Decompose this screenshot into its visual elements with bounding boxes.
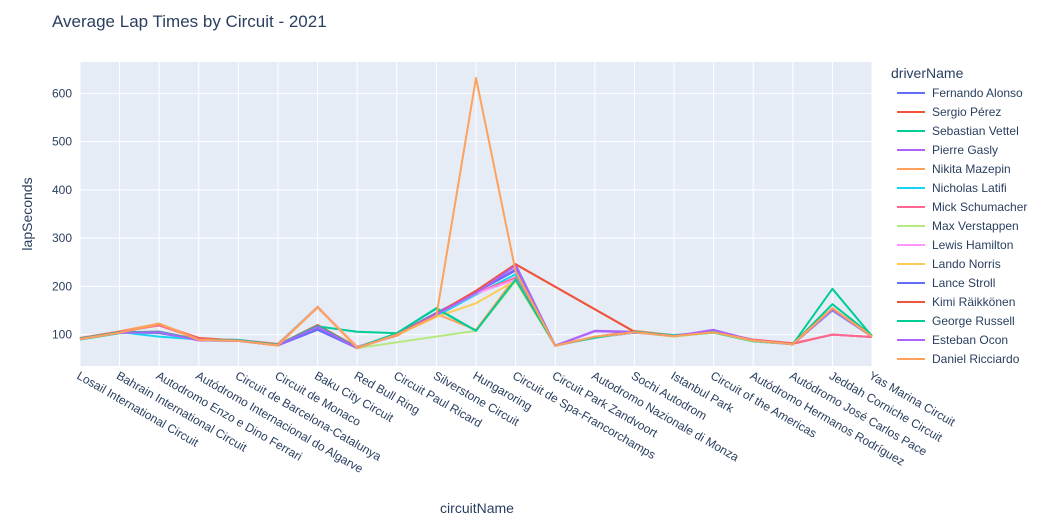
chart-title: Average Lap Times by Circuit - 2021 <box>52 12 327 31</box>
legend-entry: Max Verstappen <box>932 219 1019 233</box>
series-lines <box>79 76 873 350</box>
legend-entry: Esteban Ocon <box>932 333 1008 347</box>
y-tick-label: 600 <box>52 86 72 100</box>
x-gridlines <box>79 62 873 366</box>
legend-entry: Nikita Mazepin <box>932 162 1011 176</box>
y-tick-labels: 100 200 300 400 500 600 <box>52 86 72 341</box>
legend-entry: George Russell <box>932 314 1015 328</box>
legend-entry: Lewis Hamilton <box>932 238 1013 252</box>
legend-entry: Fernando Alonso <box>932 86 1023 100</box>
y-tick-label: 100 <box>52 328 72 342</box>
y-axis-title: lapSeconds <box>19 177 35 250</box>
legend: driverName Fernando Alonso Sergio Pérez Se… <box>891 65 1027 366</box>
legend-entry: Nicholas Latifi <box>932 181 1007 195</box>
legend-entry: Mick Schumacher <box>932 200 1027 214</box>
legend-entry: Pierre Gasly <box>932 143 998 157</box>
legend-entry: Sergio Pérez <box>932 105 1001 119</box>
x-axis-title: circuitName <box>440 500 514 516</box>
legend-entry: Sebastian Vettel <box>932 124 1019 138</box>
series-line <box>79 76 873 350</box>
legend-entry: Lance Stroll <box>932 276 995 290</box>
legend-title: driverName <box>891 65 964 81</box>
y-tick-label: 200 <box>52 279 72 293</box>
legend-entry: Lando Norris <box>932 257 1001 271</box>
legend-entry: Kimi Räikkönen <box>932 295 1015 309</box>
legend-entry: Daniel Ricciardo <box>932 352 1020 366</box>
y-tick-label: 300 <box>52 231 72 245</box>
y-tick-label: 400 <box>52 183 72 197</box>
y-tick-label: 500 <box>52 135 72 149</box>
